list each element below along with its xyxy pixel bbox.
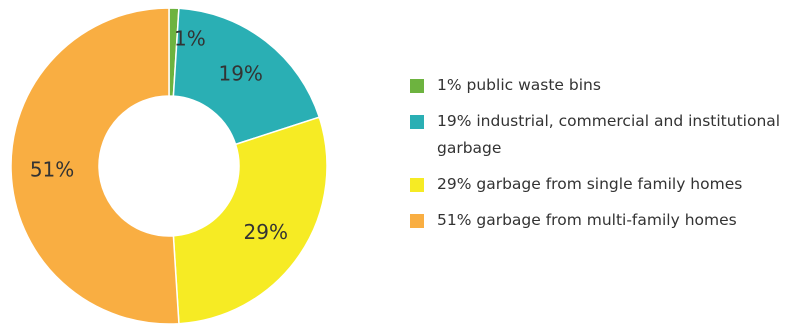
donut-chart: 1% 19% 29% 51% (10, 7, 328, 324)
legend-item-industrial-commercial: 19% industrial, commercial and instituti… (410, 108, 785, 162)
slice-label-1: 19% (218, 62, 262, 86)
donut-slice-2 (172, 116, 328, 324)
legend-swatch (410, 115, 424, 129)
legend-item-multi-family-homes: 51% garbage from multi-family homes (410, 207, 785, 234)
chart-legend: 1% public waste bins 19% industrial, com… (410, 72, 785, 243)
legend-swatch (410, 178, 424, 192)
donut-slice-1 (172, 7, 321, 146)
slice-label-3: 51% (30, 158, 74, 182)
legend-swatch (410, 79, 424, 93)
legend-swatch (410, 214, 424, 228)
legend-item-single-family-homes: 29% garbage from single family homes (410, 171, 785, 198)
donut-slice-3 (10, 7, 180, 324)
legend-label: 29% garbage from single family homes (437, 175, 743, 193)
slice-label-2: 29% (244, 220, 288, 244)
slice-label-0: 1% (174, 26, 206, 50)
legend-label: 19% industrial, commercial and instituti… (437, 112, 781, 157)
legend-label: 51% garbage from multi-family homes (437, 211, 737, 229)
legend-label: 1% public waste bins (437, 76, 601, 94)
legend-item-public-waste-bins: 1% public waste bins (410, 72, 785, 99)
